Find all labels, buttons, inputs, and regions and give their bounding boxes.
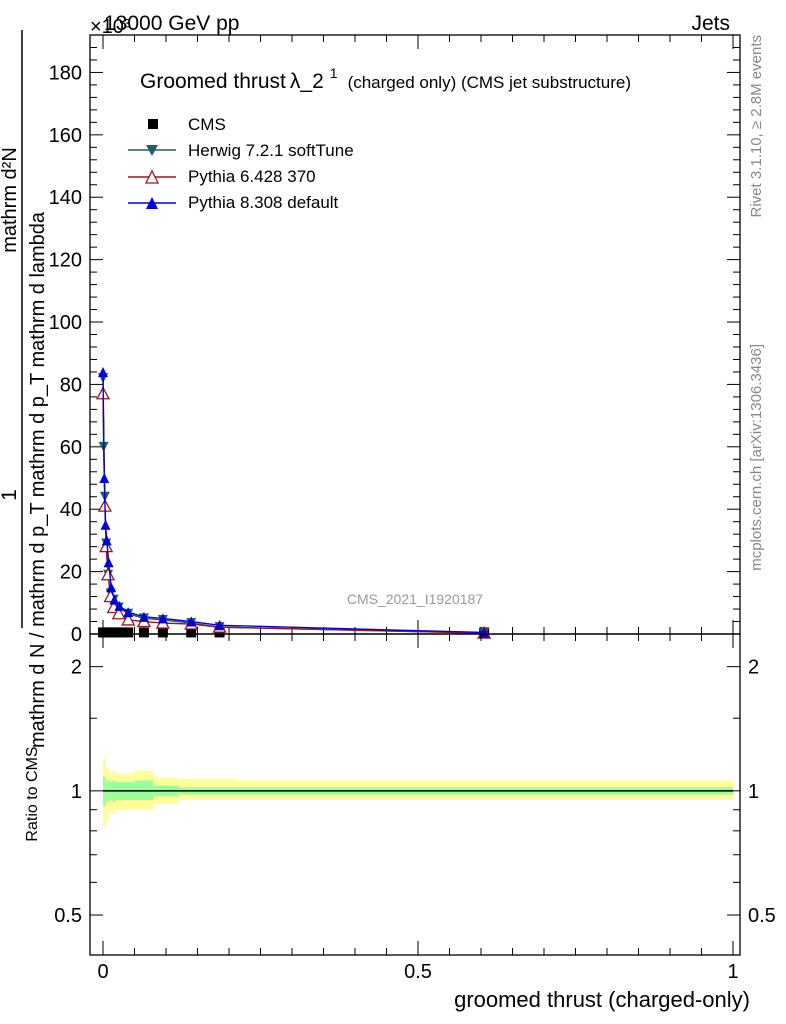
legend-pythia8-label: Pythia 8.308 default [188, 193, 339, 212]
ratio-y-tick-label: 1 [71, 781, 82, 803]
data-point-cms [157, 627, 168, 638]
y-tick-label: 40 [60, 499, 82, 521]
data-point-pythia8 [157, 613, 168, 624]
x-tick-label: 0.5 [404, 961, 432, 983]
plot-title: Groomed thrust λ_2 1 (charged only) (CMS je… [140, 65, 631, 93]
main-data-layer [95, 366, 492, 639]
data-point-pythia8 [138, 611, 149, 622]
header-jets: Jets [691, 12, 730, 35]
data-point-pythia8 [114, 600, 125, 611]
ratio-y-label: Ratio to CMS [24, 746, 41, 841]
legend-item-pythia8: Pythia 8.308 default [128, 193, 339, 212]
y-tick-label: 120 [49, 250, 82, 272]
plot-title-main: Groomed thrust [140, 70, 286, 93]
header-energy: 13000 GeV pp [104, 12, 239, 35]
legend-pythia6-marker [144, 169, 160, 184]
data-point-pythia8 [109, 594, 120, 605]
data-point-pythia8 [123, 607, 134, 618]
ratio-bands-layer [103, 758, 734, 827]
data-point-pythia8 [98, 366, 108, 377]
data-point-pythia6 [99, 539, 114, 553]
legend-item-pythia6: Pythia 6.428 370 [128, 167, 316, 186]
ratio-y-tick-label-right: 1 [748, 781, 759, 803]
data-point-pythia6 [111, 606, 126, 620]
legend-pythia8-marker [146, 197, 158, 209]
x-tick-label: 1 [727, 961, 738, 983]
data-point-pythia8 [99, 473, 110, 484]
data-point-cms [138, 627, 149, 638]
plot-title-lambda: λ_2 [290, 70, 324, 93]
data-point-pythia8 [106, 582, 117, 593]
data-point-pythia6 [100, 567, 116, 581]
main-y-axis: 0 20 40 60 80 100 120 140 160 180 [49, 34, 740, 646]
y-label-denominator: mathrm d N / mathrm d p_T mathrm d p_T m… [27, 211, 49, 748]
exponent-label: ×10³ [90, 16, 131, 38]
legend-pythia6-label: Pythia 6.428 370 [188, 167, 316, 186]
data-point-pythia8 [103, 557, 114, 568]
y-tick-label: 60 [60, 437, 82, 459]
ratio-x-axis: 0 0.5 1 [97, 634, 739, 983]
y-label-top: mathrm d²N [0, 147, 21, 253]
mcplots-label: mcplots.cern.ch [arXiv:1306.3436] [748, 344, 765, 571]
y-tick-label: 140 [49, 187, 82, 209]
ratio-y-tick-label: 0.5 [54, 905, 82, 927]
y-tick-label: 100 [49, 312, 82, 334]
data-point-cms [116, 627, 127, 638]
legend-cms-marker [148, 119, 158, 129]
ratio-y-tick-label: 2 [71, 657, 82, 679]
data-point-pythia8 [479, 627, 490, 638]
y-tick-label: 20 [60, 562, 82, 584]
y-tick-label: 0 [71, 624, 82, 646]
rivet-label: Rivet 3.1.10, ≥ 2.8M events [748, 35, 765, 218]
data-point-pythia8 [101, 535, 112, 546]
main-y-label: 1 mathrm d N / mathrm d p_T mathrm d p_T… [0, 30, 49, 748]
ratio-plot-frame [89, 633, 741, 956]
y-tick-label: 160 [49, 125, 82, 147]
legend-item-cms: CMS [148, 115, 226, 134]
y-tick-label: 80 [60, 374, 82, 396]
data-point-cms [186, 627, 197, 638]
y-label-numerator: 1 [0, 489, 21, 501]
data-point-cms [123, 627, 134, 638]
ratio-y-tick-label-right: 0.5 [748, 905, 776, 927]
legend-item-herwig: Herwig 7.2.1 softTune [128, 141, 354, 160]
y-tick-label: 180 [49, 62, 82, 84]
ratio-y-tick-label-right: 2 [748, 657, 759, 679]
plot-title-sup: 1 [330, 65, 338, 81]
data-point-pythia8 [186, 616, 197, 627]
legend-herwig-marker [146, 145, 158, 156]
data-point-pythia8 [100, 519, 111, 530]
data-point-cms [110, 627, 121, 638]
plot-title-suffix: (charged only) (CMS jet substructure) [348, 73, 631, 92]
data-point-pythia6 [121, 612, 136, 626]
legend-herwig-label: Herwig 7.2.1 softTune [188, 141, 354, 160]
legend: CMS Herwig 7.2.1 softTune Pythia 6.428 3… [128, 115, 354, 212]
legend-cms-label: CMS [188, 115, 226, 134]
data-point-pythia8 [214, 620, 225, 631]
analysis-watermark: CMS_2021_I1920187 [347, 591, 483, 607]
x-axis-label: groomed thrust (charged-only) [454, 987, 750, 1012]
x-tick-label: 0 [97, 961, 108, 983]
